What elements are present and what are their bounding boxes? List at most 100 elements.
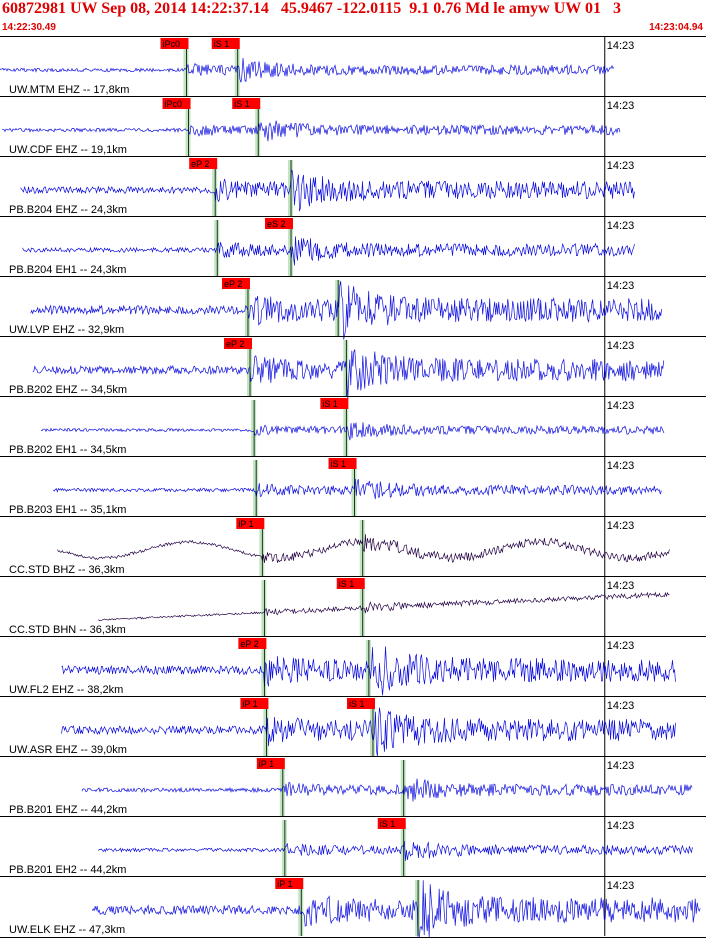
trace-row: 14:23 eP 2 UW.FL2 EHZ -- 38,2km: [0, 636, 706, 696]
waveform: [81, 778, 693, 802]
s-window: [400, 760, 406, 816]
p-pick-box: [189, 158, 218, 169]
p-pick-label: eP 2: [240, 639, 258, 649]
minute-tick-label: 14:23: [607, 580, 635, 592]
p-pick-box: [162, 98, 191, 109]
p-pick-label: iP 1: [259, 759, 274, 769]
waveform: [22, 236, 635, 266]
s-pick-box: [328, 458, 357, 469]
p-pick-label: iP 1: [242, 699, 257, 709]
p-pick-label: eP 2: [224, 279, 242, 289]
s-pick-label: iS 1: [339, 579, 355, 589]
p-window: [185, 100, 191, 156]
p-window: [298, 880, 304, 936]
s-window: [365, 640, 371, 696]
minute-tick-label: 14:23: [607, 820, 635, 832]
station-label: PB.B204 EH1 -- 24,3km: [9, 264, 126, 276]
station-label: UW.MTM EHZ -- 17,8km: [9, 84, 129, 96]
p-pick-label: eP 2: [226, 339, 244, 349]
p-pick-label: eP 2: [191, 159, 209, 169]
minute-tick-label: 14:23: [607, 100, 635, 112]
trace-row: 14:23 iPc0 iS 1 UW.MTM EHZ -- 17,8km: [0, 36, 706, 96]
station-label: CC.STD BHZ -- 36,3km: [9, 564, 125, 576]
station-label: PB.B201 EH2 -- 44,2km: [9, 864, 126, 876]
p-pick-label: iPc0: [162, 39, 180, 49]
minute-tick-label: 14:23: [607, 520, 635, 532]
station-label: UW.ASR EHZ -- 39,0km: [9, 744, 127, 756]
p-pick-label: iPc0: [165, 99, 183, 109]
waveform: [61, 707, 676, 757]
p-pick-box: [256, 758, 285, 769]
waveform: [57, 534, 670, 563]
minute-tick-label: 14:23: [607, 340, 635, 352]
p-pick-box: [240, 698, 269, 709]
event-title: 60872981 UW Sep 08, 2014 14:22:37.14 45.…: [2, 0, 621, 17]
station-label: PB.B203 EH1 -- 35,1km: [9, 504, 126, 516]
s-window: [288, 160, 294, 216]
p-window: [183, 40, 189, 96]
s-pick-box: [232, 98, 261, 109]
s-window: [255, 100, 261, 156]
s-pick-box: [346, 698, 375, 709]
p-window: [251, 400, 257, 456]
trace-row: 14:23 iP 1 iS 1 UW.ASR EHZ -- 39,0km: [0, 696, 706, 757]
s-window: [335, 280, 341, 336]
p-window: [259, 520, 265, 576]
s-window: [400, 820, 406, 876]
p-window: [253, 460, 259, 516]
p-pick-box: [160, 38, 189, 49]
waveform: [40, 422, 665, 441]
minute-tick-label: 14:23: [607, 160, 635, 172]
minute-tick-label: 14:23: [607, 700, 635, 712]
p-pick-box: [221, 278, 250, 289]
station-label: PB.B202 EH1 -- 34,5km: [9, 444, 126, 456]
s-window: [343, 400, 349, 456]
trace-row: 14:23 iS 1 CC.STD BHN -- 36,3km: [0, 576, 706, 636]
trace-row: 14:23 eS 2 PB.B204 EH1 -- 24,3km: [0, 216, 706, 276]
p-window: [244, 280, 250, 336]
minute-tick-label: 14:23: [607, 400, 635, 412]
waveform: [1, 120, 621, 142]
window-end-time: 14:23:04.94: [649, 22, 703, 33]
header: 60872981 UW Sep 08, 2014 14:22:37.14 45.…: [0, 0, 706, 36]
waveform: [98, 841, 693, 861]
waveform: [91, 880, 701, 938]
minute-tick-label: 14:23: [607, 280, 635, 292]
s-window: [369, 700, 375, 756]
s-pick-box: [377, 818, 406, 829]
minute-tick-label: 14:23: [607, 220, 635, 232]
trace-row: 14:23 iP 1 CC.STD BHZ -- 36,3km: [0, 516, 706, 576]
p-window: [261, 640, 267, 696]
minute-tick-label: 14:23: [607, 460, 635, 472]
station-label: UW.CDF EHZ -- 19,1km: [9, 144, 127, 156]
waveform: [98, 591, 670, 622]
trace-row: 14:23 iPc0 iS 1 UW.CDF EHZ -- 19,1km: [0, 96, 706, 156]
s-pick-label: iS 1: [349, 699, 365, 709]
window-start-time: 14:22:30.49: [2, 22, 56, 33]
p-pick-box: [236, 518, 265, 529]
trace-row: 14:23 iP 1 UW.ELK EHZ -- 47,3km: [0, 876, 706, 938]
seismogram-plot: 14:23 iPc0 iS 1 UW.MTM EHZ -- 17,8km 14:23 iP…: [0, 36, 706, 938]
waveform: [53, 478, 662, 500]
trace-row: 14:23 eP 2 PB.B204 EHZ -- 24,3km: [0, 156, 706, 216]
trace-row: 14:23 eP 2 PB.B202 EHZ -- 34,5km: [0, 336, 706, 399]
s-pick-box: [211, 38, 240, 49]
s-pick-label: iS 1: [380, 819, 396, 829]
trace-row: 14:23 iP 1 PB.B201 EHZ -- 44,2km: [0, 756, 706, 816]
station-label: UW.FL2 EHZ -- 38,2km: [9, 684, 123, 696]
s-pick-box: [265, 218, 294, 229]
station-label: CC.STD BHN -- 36,3km: [9, 624, 126, 636]
station-label: PB.B201 EHZ -- 44,2km: [9, 804, 127, 816]
trace-row: 14:23 eP 2 UW.LVP EHZ -- 32,9km: [0, 276, 706, 340]
waveform: [20, 169, 635, 212]
p-pick-label: iP 1: [238, 519, 253, 529]
minute-tick-label: 14:23: [607, 40, 635, 52]
trace-row: 14:23 iS 1 PB.B202 EH1 -- 34,5km: [0, 396, 706, 456]
waveform: [32, 349, 665, 399]
p-window: [261, 580, 267, 636]
station-label: UW.LVP EHZ -- 32,9km: [9, 324, 124, 336]
waveform: [0, 57, 615, 83]
s-pick-box: [320, 398, 349, 409]
p-window: [212, 160, 218, 216]
s-pick-label: eS 2: [267, 219, 286, 229]
